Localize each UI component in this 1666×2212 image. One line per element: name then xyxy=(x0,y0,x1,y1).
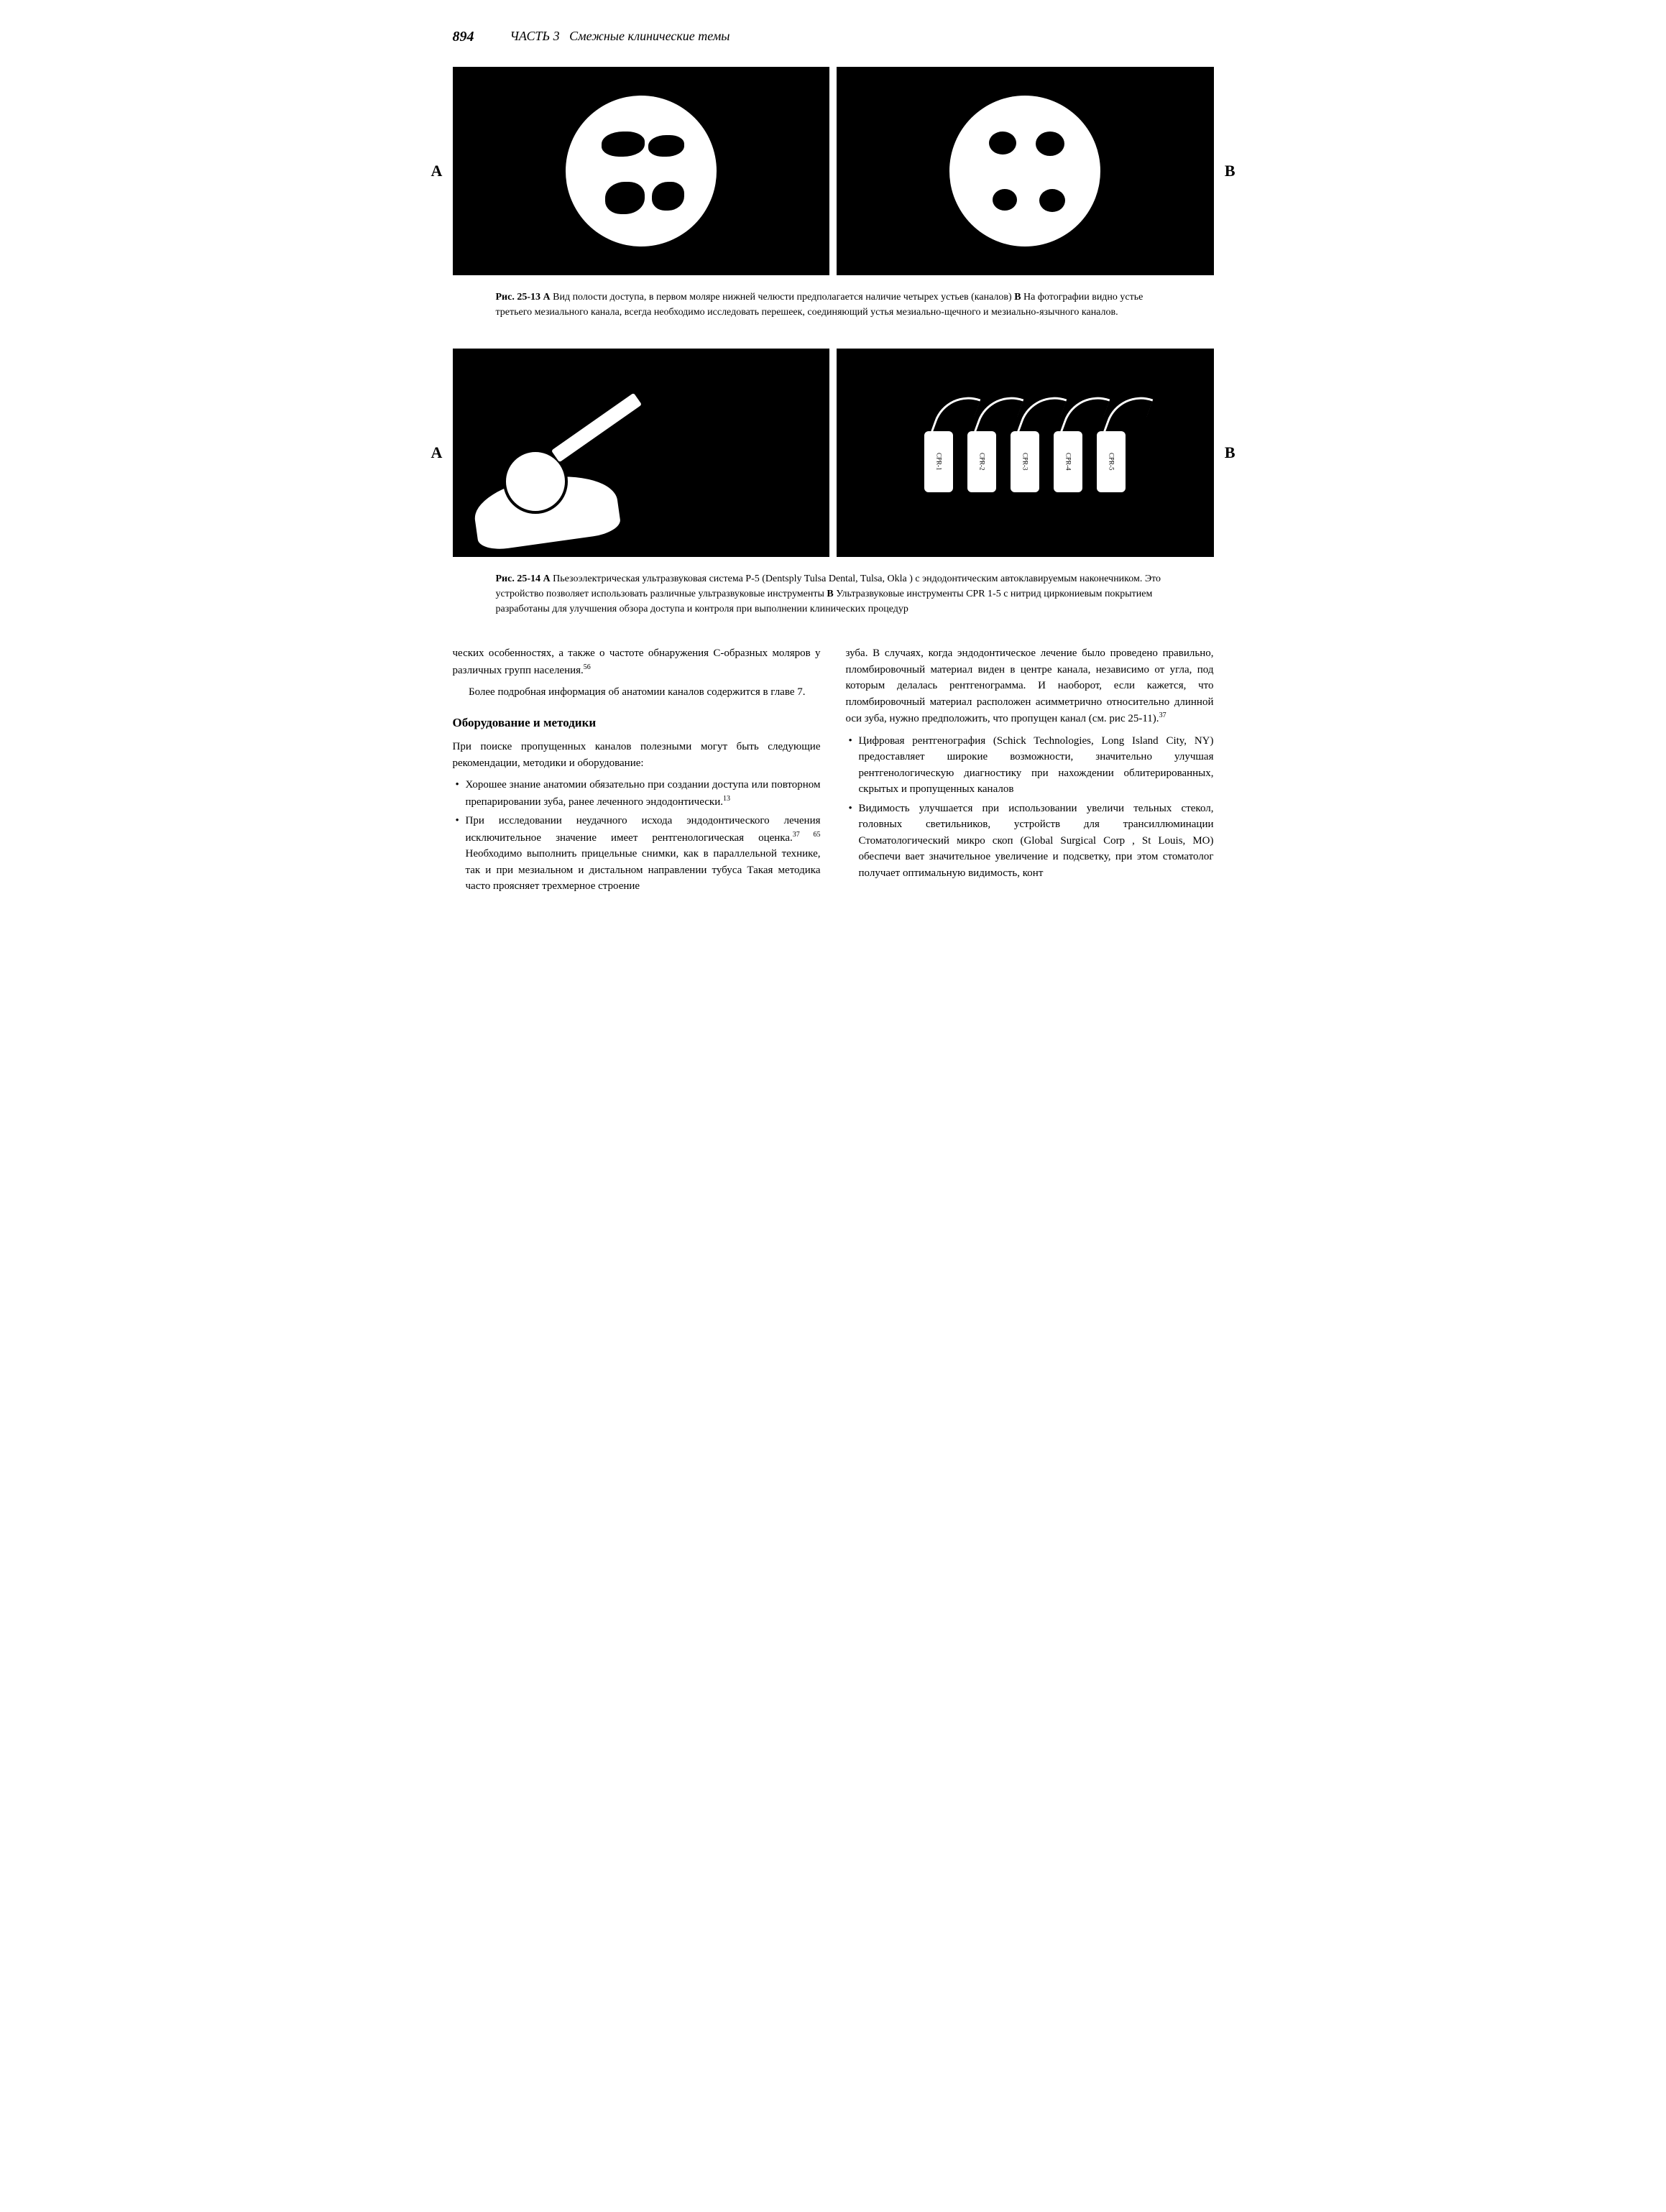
figure-label-b: B xyxy=(1225,162,1235,180)
tooth-cross-section-icon xyxy=(949,96,1100,246)
list-item: При исследовании неудачного исхода эндод… xyxy=(453,813,821,895)
right-column: зуба. В случаях, когда эндодонтическое л… xyxy=(846,645,1214,898)
figure-label-a: A xyxy=(431,162,443,180)
figure-25-14-caption: Рис. 25-14 А Пьезоэлектрическая ультразв… xyxy=(496,571,1171,617)
figure-panel-a xyxy=(453,349,830,557)
page-header: 894 ЧАСТЬ 3 Смежные клинические темы xyxy=(453,29,1214,45)
figure-25-14: A B CPR-1 CPR-2 CPR-3 CPR-4 CPR-5 xyxy=(453,349,1214,557)
ultrasonic-device-icon xyxy=(474,413,661,543)
bullet-list: Хорошее знание анатомии обязательно при … xyxy=(453,777,821,895)
figure-25-13-caption: Рис. 25-13 А Вид полости доступа, в перв… xyxy=(496,290,1171,320)
list-item: Видимость улучшается при использовании у… xyxy=(846,801,1214,882)
figure-label-a: A xyxy=(431,443,443,462)
list-item: Хорошее знание анатомии обязательно при … xyxy=(453,777,821,810)
left-column: ческих особенностях, а также о частоте о… xyxy=(453,645,821,898)
figure-panel-b: CPR-1 CPR-2 CPR-3 CPR-4 CPR-5 xyxy=(837,349,1214,557)
figure-label-b: B xyxy=(1225,443,1235,462)
bullet-list: Цифровая рентгенография (Schick Technolo… xyxy=(846,733,1214,882)
chapter-title: ЧАСТЬ 3 Смежные клинические темы xyxy=(510,29,730,45)
page-number: 894 xyxy=(453,29,474,45)
tooth-cross-section-icon xyxy=(566,96,717,246)
ultrasonic-tips-icon: CPR-1 CPR-2 CPR-3 CPR-4 CPR-5 xyxy=(837,392,1214,514)
figure-25-13: A B xyxy=(453,67,1214,275)
figure-panel-b xyxy=(837,67,1214,275)
paragraph: ческих особенностях, а также о частоте о… xyxy=(453,645,821,678)
paragraph: При поиске пропущенных каналов полезными… xyxy=(453,739,821,771)
list-item: Цифровая рентгенография (Schick Technolo… xyxy=(846,733,1214,798)
section-heading: Оборудование и методики xyxy=(453,714,821,732)
body-text: ческих особенностях, а также о частоте о… xyxy=(453,645,1214,898)
paragraph: зуба. В случаях, когда эндодонтическое л… xyxy=(846,645,1214,727)
paragraph: Более подробная информация об анатомии к… xyxy=(453,684,821,701)
figure-panel-a xyxy=(453,67,830,275)
